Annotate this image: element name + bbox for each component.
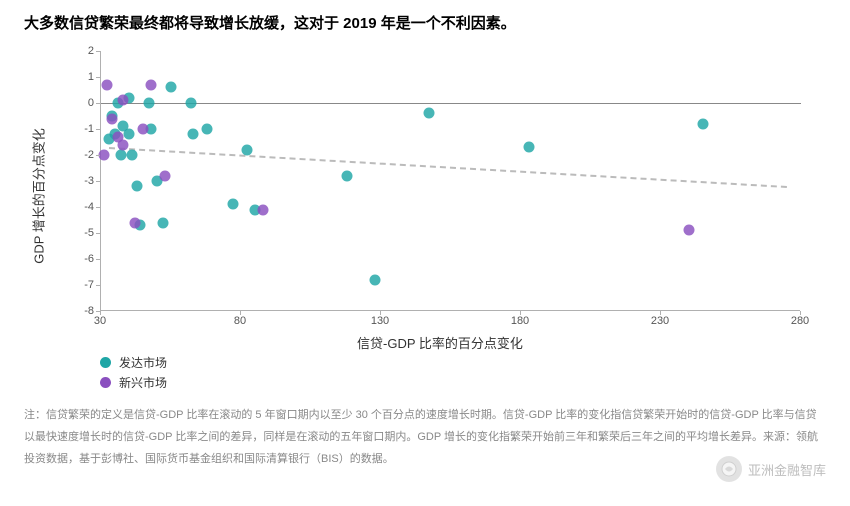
data-point [202,124,213,135]
y-tick-label: -3 [60,175,94,187]
data-point [258,204,269,215]
data-point [342,170,353,181]
y-tick-mark [96,207,100,208]
data-point [107,113,118,124]
watermark-text: 亚洲金融智库 [748,460,826,479]
footnote: 注：信贷繁荣的定义是信贷-GDP 比率在滚动的 5 年窗口期内以至少 30 个百… [24,404,826,470]
x-tick-mark [380,311,381,315]
y-tick-mark [96,51,100,52]
data-point [118,95,129,106]
y-tick-mark [96,259,100,260]
data-point [160,170,171,181]
x-tick-mark [520,311,521,315]
x-tick-label: 280 [791,315,809,327]
data-point [115,150,126,161]
y-tick-label: 2 [60,45,94,57]
x-tick-label: 30 [94,315,106,327]
x-tick-label: 80 [234,315,246,327]
y-tick-label: -5 [60,227,94,239]
plot-area [100,51,800,311]
data-point [166,82,177,93]
y-tick-label: -8 [60,305,94,317]
x-tick-mark [660,311,661,315]
x-axis-label: 信贷-GDP 比率的百分点变化 [357,333,523,352]
data-point [118,139,129,150]
legend-item-emerging: 新兴市场 [100,372,167,392]
zero-reference-line [101,103,801,104]
x-tick-mark [800,311,801,315]
y-tick-label: -6 [60,253,94,265]
y-axis-label: GDP 增长的百分点变化 [29,128,48,264]
legend-label-emerging: 新兴市场 [119,374,167,391]
x-tick-label: 130 [371,315,389,327]
y-tick-label: 0 [60,97,94,109]
data-point [157,217,168,228]
y-tick-mark [96,77,100,78]
x-tick-mark [100,311,101,315]
data-point [698,118,709,129]
legend-swatch-emerging [100,377,111,388]
data-point [188,129,199,140]
trend-line [109,147,787,188]
data-point [423,108,434,119]
y-tick-mark [96,155,100,156]
y-tick-label: -2 [60,149,94,161]
data-point [524,142,535,153]
y-tick-label: 1 [60,71,94,83]
y-tick-mark [96,233,100,234]
data-point [129,217,140,228]
y-tick-label: -7 [60,279,94,291]
legend-item-developed: 发达市场 [100,352,167,372]
data-point [101,79,112,90]
data-point [126,150,137,161]
legend: 发达市场 新兴市场 [100,352,167,392]
legend-label-developed: 发达市场 [119,354,167,371]
y-tick-mark [96,181,100,182]
x-tick-label: 180 [511,315,529,327]
data-point [684,225,695,236]
data-point [124,129,135,140]
legend-swatch-developed [100,357,111,368]
y-tick-mark [96,103,100,104]
y-tick-mark [96,129,100,130]
data-point [241,144,252,155]
x-tick-mark [240,311,241,315]
data-point [185,98,196,109]
watermark: 亚洲金融智库 [716,456,826,482]
y-tick-label: -1 [60,123,94,135]
page-title: 大多数信贷繁荣最终都将导致增长放缓，这对于 2019 年是一个不利因素。 [0,0,850,41]
data-point [146,79,157,90]
data-point [132,181,143,192]
watermark-icon [716,456,742,482]
y-tick-label: -4 [60,201,94,213]
data-point [227,199,238,210]
data-point [143,98,154,109]
data-point [370,274,381,285]
scatter-chart: GDP 增长的百分点变化 信贷-GDP 比率的百分点变化 -8-7-6-5-4-… [60,41,820,351]
y-tick-mark [96,285,100,286]
x-tick-label: 230 [651,315,669,327]
data-point [138,124,149,135]
